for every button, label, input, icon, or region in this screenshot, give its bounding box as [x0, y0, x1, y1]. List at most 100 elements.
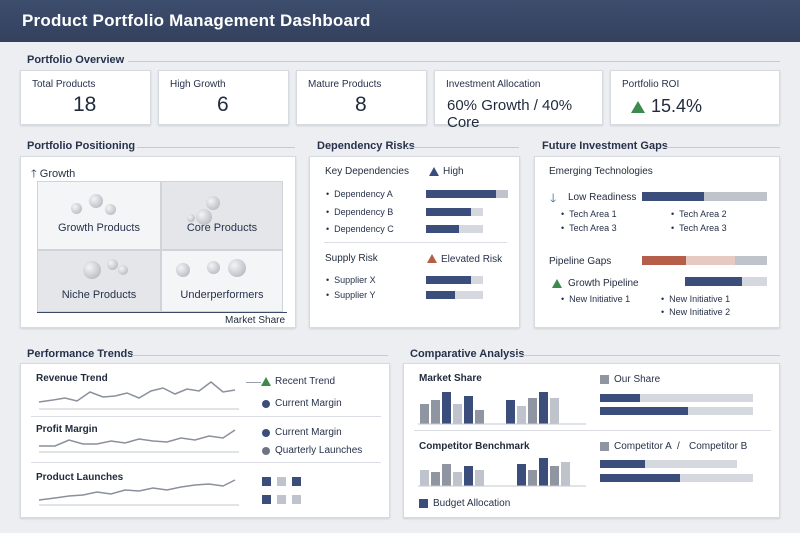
- market-share-bars: [418, 392, 586, 425]
- gap-bar-track: [735, 256, 767, 265]
- dependency-panel: Key Dependencies High • Dependency A • D…: [309, 156, 520, 328]
- legend-recent-trend: Recent Trend: [275, 376, 336, 387]
- divider: [128, 61, 780, 62]
- tech-area-label: Tech Area 3: [679, 223, 727, 233]
- kpi-value: 6: [217, 93, 229, 116]
- list-item: • Dependency C: [326, 224, 394, 234]
- kpi-label: Total Products: [32, 79, 96, 90]
- divider: [516, 355, 780, 356]
- pipeline-bar-fill: [685, 277, 742, 286]
- high-legend-label: High: [443, 166, 464, 177]
- list-item: • Tech Area 3: [561, 223, 617, 233]
- quadrant-label: Niche Products: [61, 289, 137, 301]
- y-axis-label: 🡑 Growth: [31, 165, 75, 184]
- benchmark-bar-fill: [600, 474, 680, 482]
- page-title: Product Portfolio Management Dashboard: [22, 11, 371, 30]
- legend-square: [292, 495, 301, 504]
- section-title-overview: Portfolio Overview: [27, 54, 125, 66]
- section-title-performance: Performance Trends: [27, 348, 134, 360]
- divider: [31, 416, 381, 417]
- kpi-label: High Growth: [170, 79, 226, 90]
- revenue-trend-title: Revenue Trend: [36, 373, 108, 384]
- recent-trend-icon: [261, 377, 271, 386]
- readiness-bar-fill: [642, 192, 704, 201]
- benchmark-bar-track: [645, 460, 737, 468]
- list-item: • New Initiative 1: [661, 294, 731, 304]
- launches-sparkline: [38, 479, 239, 506]
- comparative-panel: Market Share Our Share Competitor Benchm…: [403, 363, 780, 518]
- benchmark-bar-track: [680, 474, 753, 482]
- quadrant-label: Underperformers: [180, 289, 264, 301]
- list-item: • Supplier X: [326, 275, 376, 285]
- kpi-card-total[interactable]: Total Products 18: [20, 70, 151, 125]
- legend-competitor-a: Competitor A: [614, 441, 672, 452]
- legend-square: [262, 495, 271, 504]
- initiative-label: New Initiative 2: [669, 307, 731, 317]
- list-item: • New Initiative 1: [561, 294, 631, 304]
- quadrant-growth[interactable]: Growth Products: [37, 181, 161, 250]
- kpi-card-allocation[interactable]: Investment Allocation 60% Growth / 40% C…: [434, 70, 603, 131]
- quadrant-niche[interactable]: Niche Products: [37, 250, 161, 312]
- list-item: • New Initiative 2: [661, 307, 731, 317]
- initiative-label: New Initiative 1: [569, 294, 631, 304]
- divider: [324, 242, 507, 243]
- legend-quarterly-launches: Quarterly Launches: [275, 445, 363, 456]
- revenue-sparkline: [38, 381, 239, 410]
- supplier-label: Supplier X: [334, 275, 376, 285]
- positioning-panel: 🡑 Growth Growth Products Core Products N…: [20, 156, 296, 328]
- share-bar-fill: [600, 394, 640, 402]
- quadrant-core[interactable]: Core Products: [161, 181, 283, 250]
- trend-up-icon: [631, 101, 645, 113]
- arrow-down-icon: 🡓: [550, 191, 557, 205]
- trend-up-icon: [552, 279, 562, 288]
- benchmark-bar-fill: [600, 460, 645, 468]
- supplier-bar: [426, 291, 455, 299]
- kpi-value: 15.4%: [651, 96, 703, 116]
- legend-current-margin: Current Margin: [275, 398, 342, 409]
- low-readiness-label: Low Readiness: [568, 192, 637, 203]
- legend-square: [277, 477, 286, 486]
- dependency-label: Dependency C: [334, 224, 394, 234]
- divider: [246, 382, 261, 383]
- our-share-legend-icon: [600, 375, 609, 384]
- section-title-positioning: Portfolio Positioning: [27, 140, 136, 152]
- share-bar-track: [640, 394, 753, 402]
- performance-panel: Revenue Trend Recent Trend Current Margi…: [20, 363, 390, 518]
- competitor-a-legend-icon: [600, 442, 609, 451]
- market-share-title: Market Share: [419, 373, 482, 384]
- divider: [414, 430, 771, 431]
- future-panel: Emerging Technologies 🡓 Low Readiness • …: [534, 156, 780, 328]
- list-item: • Dependency B: [326, 207, 394, 217]
- initiative-label: New Initiative 1: [669, 294, 731, 304]
- kpi-label: Portfolio ROI: [622, 79, 680, 90]
- kpi-value: 18: [73, 93, 97, 116]
- divider: [137, 147, 295, 148]
- dependency-bar: [426, 190, 496, 198]
- quadrant-label: Growth Products: [58, 222, 140, 234]
- legend-current-margin-2: Current Margin: [275, 427, 342, 438]
- supplier-label: Supplier Y: [334, 290, 376, 300]
- section-title-dependency: Dependency Risks: [317, 140, 415, 152]
- kpi-value: 8: [355, 93, 367, 116]
- readiness-bar-track: [704, 192, 767, 201]
- benchmark-bars: [418, 458, 586, 487]
- budget-legend-icon: [419, 499, 428, 508]
- tech-area-label: Tech Area 2: [679, 209, 727, 219]
- gap-bar-red: [642, 256, 686, 265]
- arrow-up-icon: 🡑: [31, 168, 37, 180]
- growth-pipeline-label: Growth Pipeline: [568, 278, 639, 289]
- section-title-future: Future Investment Gaps: [542, 140, 668, 152]
- current-margin-dot: [262, 400, 270, 408]
- legend-competitor-b: Competitor B: [689, 441, 748, 452]
- section-title-comparative: Comparative Analysis: [410, 348, 525, 360]
- quadrant-underperformers[interactable]: Underperformers: [161, 250, 283, 312]
- tech-area-label: Tech Area 3: [569, 223, 617, 233]
- elevated-risk-icon: [427, 254, 437, 263]
- margin-sparkline: [39, 429, 239, 453]
- kpi-card-mature[interactable]: Mature Products 8: [296, 70, 427, 125]
- kpi-card-growth[interactable]: High Growth 6: [158, 70, 289, 125]
- profit-margin-title: Profit Margin: [36, 424, 98, 435]
- app-header: Product Portfolio Management Dashboard: [0, 0, 800, 42]
- pipeline-bar-track: [742, 277, 767, 286]
- kpi-card-roi[interactable]: Portfolio ROI 15.4%: [610, 70, 780, 125]
